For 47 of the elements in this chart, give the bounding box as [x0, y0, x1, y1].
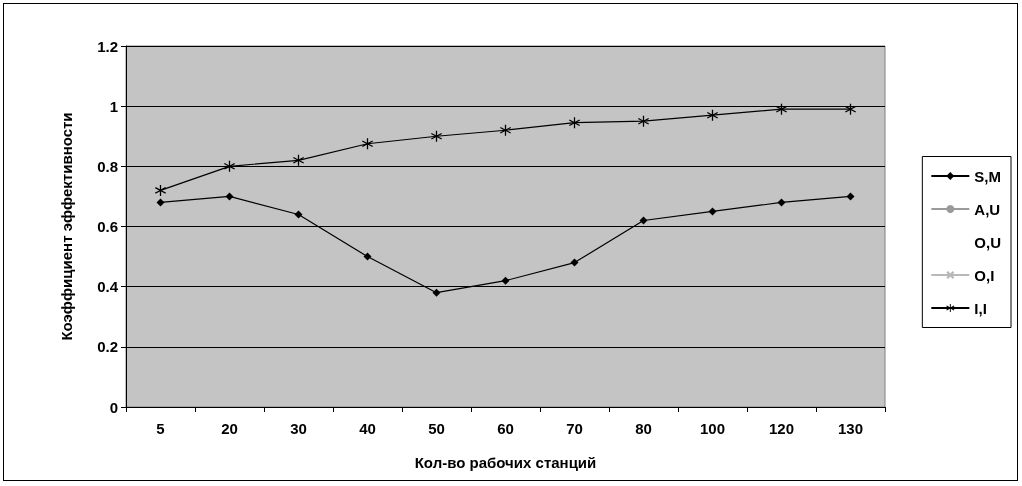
y-tick-label: 0.6: [97, 218, 118, 235]
x-tick-label: 50: [428, 420, 445, 437]
point: [569, 117, 580, 129]
point: [707, 109, 718, 121]
legend-label: O,I: [974, 266, 995, 284]
y-tick-label: 1: [109, 97, 118, 115]
x-tick-label: 40: [359, 420, 376, 437]
point: [363, 252, 372, 261]
y-tick-label: 1.2: [97, 37, 118, 55]
point: [432, 288, 441, 297]
x-tick-label: 100: [699, 420, 726, 437]
text: O,U: [974, 233, 1001, 251]
y-tick-label: 0.2: [97, 338, 118, 356]
point: [294, 210, 303, 219]
point: [708, 207, 717, 216]
x-tick-label: 60: [497, 420, 514, 437]
point: [776, 103, 787, 115]
x-tick-label: 30: [290, 420, 307, 437]
point: [224, 160, 235, 172]
point: [225, 192, 234, 201]
x-axis-title: Кол-во рабочих станций: [414, 454, 597, 471]
x-tick-label: 70: [566, 420, 583, 437]
x-tick-label: 130: [837, 420, 864, 437]
point: [777, 198, 786, 207]
legend-label: S,M: [974, 167, 1001, 185]
x-tick-label: 80: [635, 420, 652, 437]
point: [639, 216, 648, 225]
legend-label: I,I: [974, 299, 987, 317]
legend-label: A,U: [974, 200, 1001, 218]
point: [570, 258, 579, 267]
point: [501, 276, 510, 285]
point: [362, 138, 373, 150]
point: [155, 184, 166, 196]
y-tick-label: 0.4: [97, 278, 119, 296]
point: [638, 115, 649, 127]
x-tick-label: 5: [156, 420, 165, 437]
point: [156, 198, 165, 207]
point: [431, 130, 442, 142]
x-tick-label: 120: [768, 420, 795, 437]
y-tick-label: 0: [109, 398, 118, 416]
y-axis-title: Коэффициент эффективности: [58, 112, 75, 341]
x-tick-label: 20: [221, 420, 238, 437]
y-tick-label: 0.8: [97, 157, 118, 175]
point: [846, 192, 855, 201]
point: [845, 103, 856, 115]
point: [293, 154, 304, 166]
point: [500, 124, 511, 136]
